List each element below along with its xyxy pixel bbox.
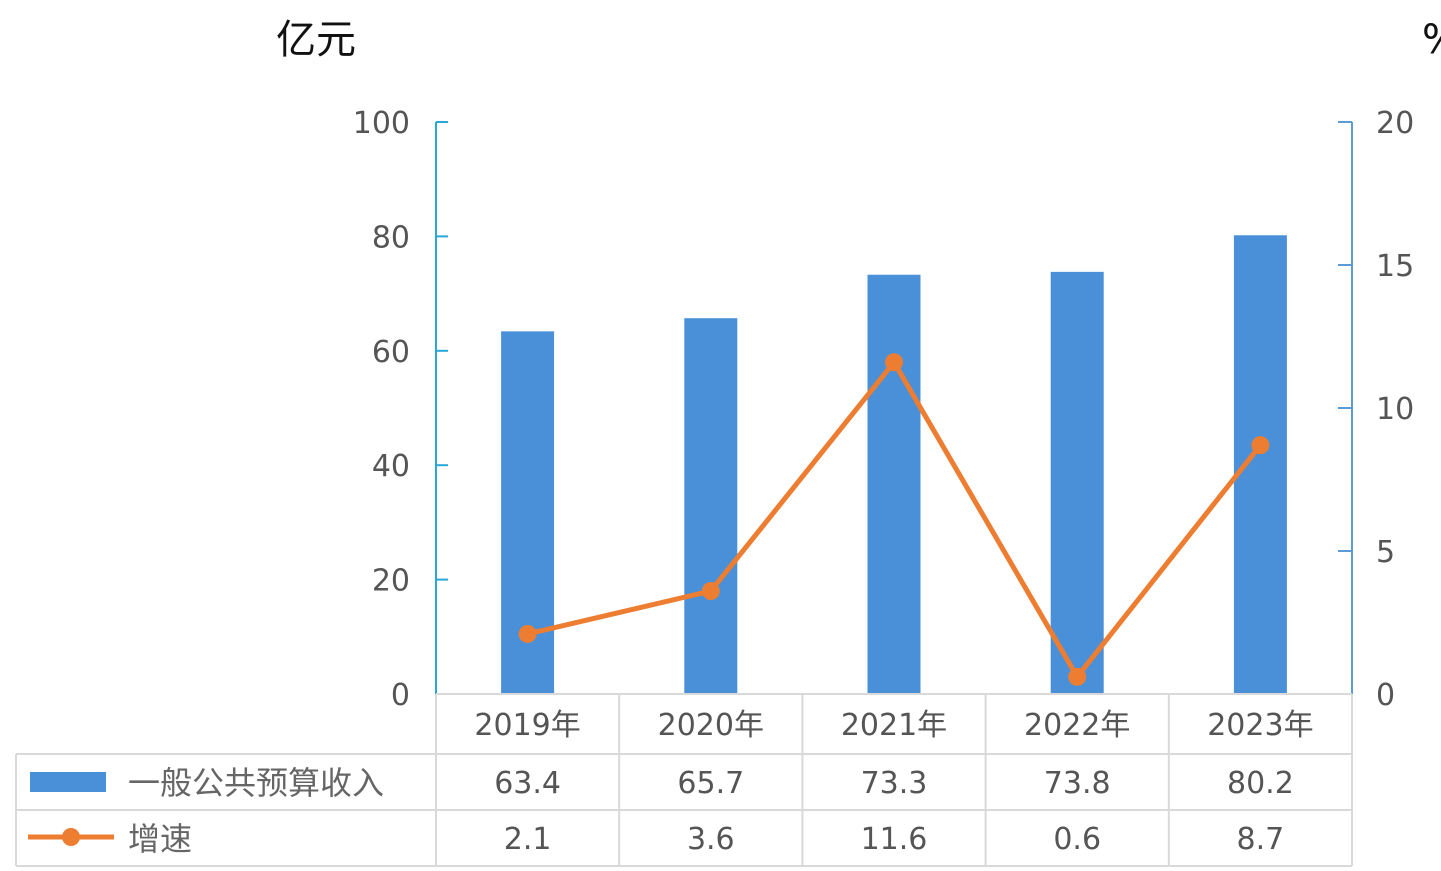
legend-label-line: 增速 — [128, 820, 192, 858]
y-left-tick-label-0: 0 — [391, 678, 410, 713]
legend-label-bar: 一般公共预算收入 — [128, 764, 384, 802]
y-left-unit: 亿元 — [276, 17, 356, 63]
y-right-tick-label-3: 15 — [1376, 249, 1414, 284]
y-left-tick-label-4: 80 — [372, 220, 410, 255]
line-point-4 — [1251, 436, 1270, 455]
bar-2 — [867, 274, 921, 694]
bar-series — [501, 235, 1287, 695]
line-point-3 — [1068, 667, 1087, 686]
table-cell-line-0: 2.1 — [504, 822, 552, 857]
bar-3 — [1050, 271, 1104, 694]
y-right-tick-label-0: 0 — [1376, 678, 1395, 713]
legend-key-bar — [30, 772, 106, 792]
table-cell-bar-1: 65.7 — [677, 766, 744, 801]
table-cell-line-2: 11.6 — [861, 822, 928, 857]
axes: 0 20 40 60 80 100 0 5 10 15 20 — [353, 106, 1414, 713]
x-category-label-0: 2019年 — [474, 708, 580, 743]
y-left-tick-label-1: 20 — [372, 564, 410, 599]
table-cell-bar-2: 73.3 — [861, 766, 928, 801]
x-category-label-3: 2022年 — [1024, 708, 1130, 743]
table-cell-bar-3: 73.8 — [1044, 766, 1111, 801]
line-point-0 — [518, 624, 537, 643]
table-cell-line-1: 3.6 — [687, 822, 735, 857]
legend-key-marker — [62, 828, 80, 846]
y-right-tick-label-4: 20 — [1376, 106, 1414, 141]
y-right-tick-label-1: 5 — [1376, 535, 1395, 570]
table-cell-bar-4: 80.2 — [1227, 766, 1294, 801]
table-cell-line-4: 8.7 — [1237, 822, 1285, 857]
table-cell-bar-0: 63.4 — [494, 766, 561, 801]
x-category-label-4: 2023年 — [1207, 708, 1313, 743]
line-point-1 — [701, 582, 720, 601]
y-right-tick-label-2: 10 — [1376, 392, 1414, 427]
bar-1 — [684, 318, 738, 694]
table-cell-line-3: 0.6 — [1053, 822, 1101, 857]
x-category-label-1: 2020年 — [658, 708, 764, 743]
line-point-2 — [885, 353, 903, 372]
y-left-tick-label-2: 40 — [372, 449, 410, 484]
line-series — [518, 353, 1270, 686]
y-left-tick-label-3: 60 — [372, 335, 410, 370]
y-right-unit: % — [1422, 20, 1441, 60]
x-category-label-2: 2021年 — [841, 708, 947, 743]
y-left-tick-label-5: 100 — [353, 106, 410, 141]
